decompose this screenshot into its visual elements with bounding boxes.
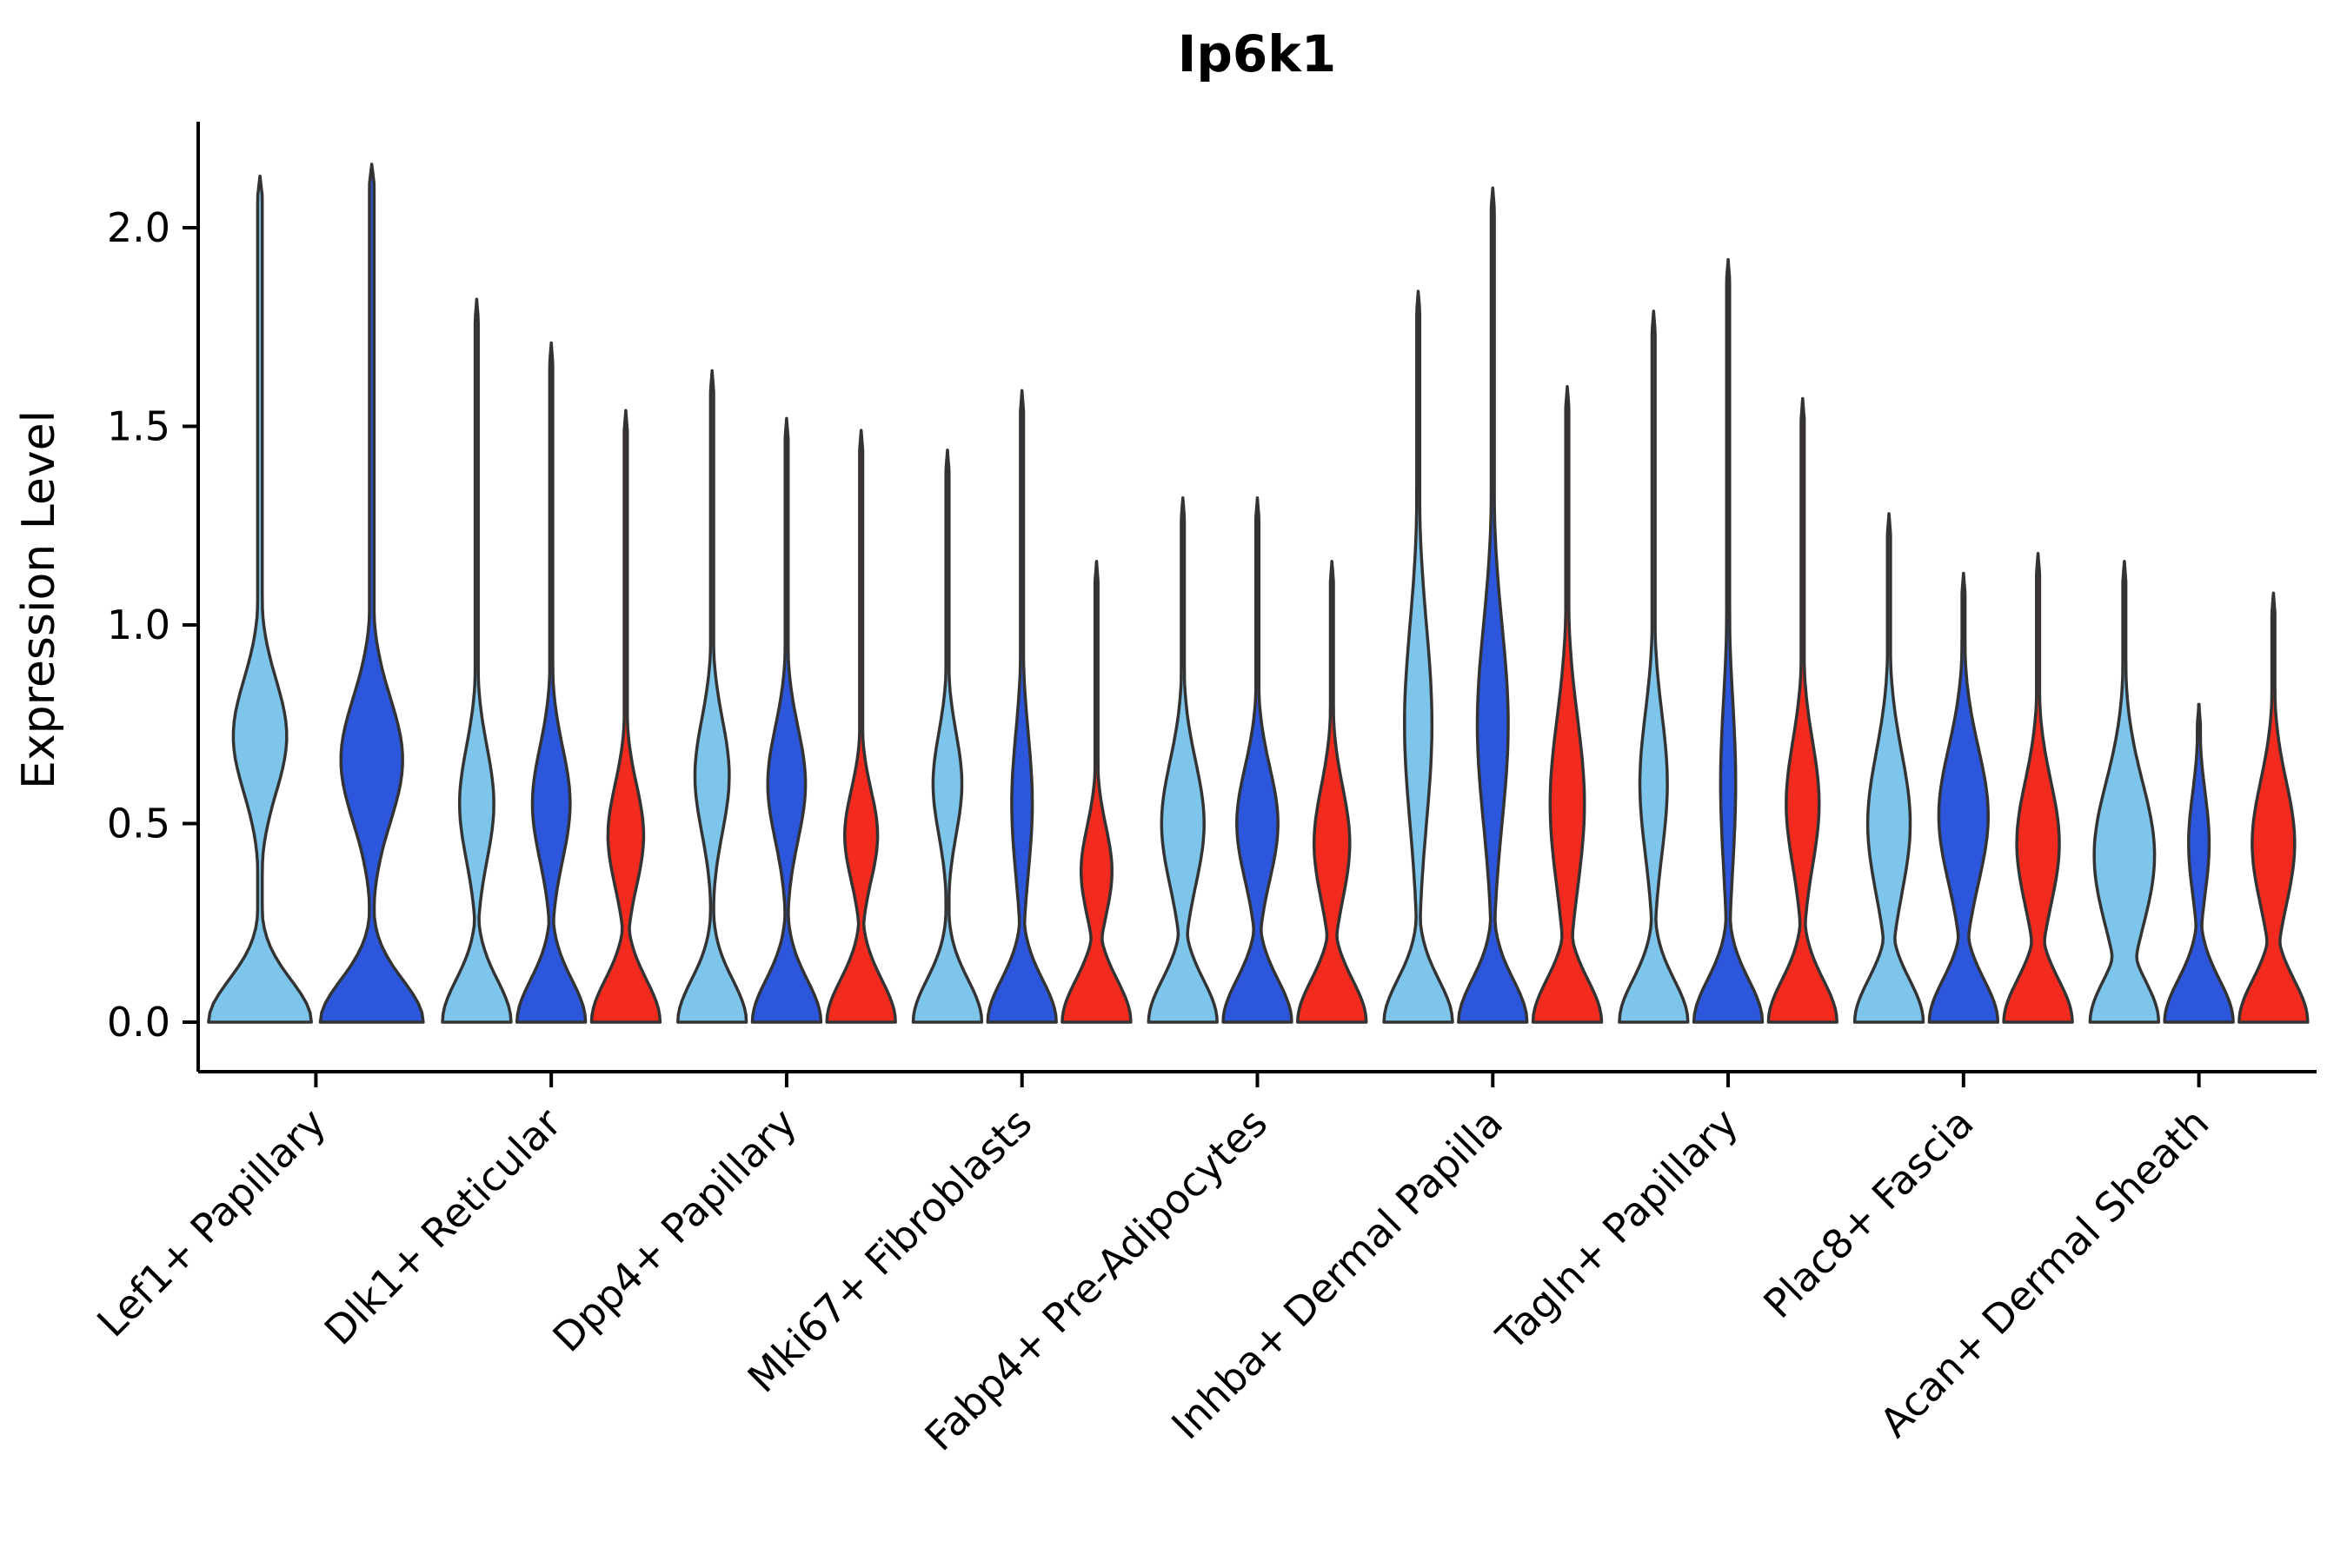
violin	[589, 409, 662, 1024]
y-tick-label: 0.0	[107, 999, 170, 1046]
chart-title: Ip6k1	[1178, 24, 1336, 83]
y-tick-label: 2.0	[107, 204, 170, 251]
violin	[2163, 702, 2235, 1024]
violin	[1531, 385, 1604, 1024]
violin	[1147, 496, 1219, 1024]
violin	[1766, 396, 1838, 1024]
violin	[515, 341, 588, 1024]
violin	[986, 389, 1058, 1024]
violin	[1382, 289, 1454, 1024]
violin	[676, 369, 748, 1024]
y-tick-label: 1.5	[107, 403, 170, 450]
y-tick-label: 1.0	[107, 601, 170, 648]
violin	[1852, 512, 1925, 1024]
x-tick-label: Lef1+ Papillary	[88, 1100, 335, 1346]
violin	[2002, 551, 2074, 1024]
y-tick-label: 0.5	[107, 801, 170, 847]
violin	[318, 163, 425, 1024]
violin	[2237, 591, 2310, 1024]
violin	[1927, 571, 2000, 1024]
violin	[441, 297, 513, 1024]
y-axis-label: Expression Level	[13, 410, 65, 789]
violin	[1457, 186, 1529, 1024]
violin	[1618, 309, 1690, 1024]
x-tick-label: Plac8+ Fascia	[1754, 1100, 1982, 1327]
x-tick-label: Tagln+ Papillary	[1486, 1100, 1747, 1360]
violin	[1296, 560, 1368, 1024]
violin	[825, 429, 897, 1024]
x-tick-label: Dpp4+ Papillary	[544, 1100, 806, 1361]
violin	[1692, 257, 1765, 1024]
violin	[750, 416, 823, 1024]
violin	[207, 174, 313, 1024]
violin	[1221, 496, 1293, 1024]
violin	[911, 448, 984, 1024]
violin	[1060, 560, 1133, 1024]
violin	[2088, 560, 2161, 1024]
x-tick-label: Dlk1+ Reticular	[316, 1100, 570, 1354]
